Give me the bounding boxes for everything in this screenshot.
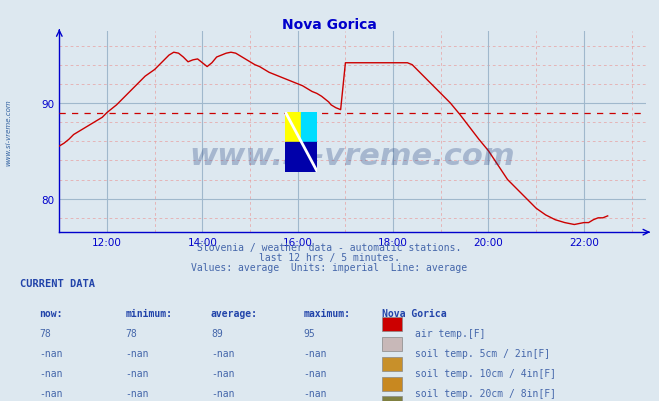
Text: minimum:: minimum:	[125, 309, 172, 318]
Text: Nova Gorica: Nova Gorica	[282, 18, 377, 32]
Text: -nan: -nan	[303, 388, 327, 398]
FancyBboxPatch shape	[382, 337, 402, 351]
Text: -nan: -nan	[125, 388, 149, 398]
Text: now:: now:	[40, 309, 63, 318]
FancyBboxPatch shape	[382, 317, 402, 331]
Text: -nan: -nan	[40, 348, 63, 358]
Text: -nan: -nan	[125, 368, 149, 378]
Text: soil temp. 20cm / 8in[F]: soil temp. 20cm / 8in[F]	[415, 388, 556, 398]
Text: last 12 hrs / 5 minutes.: last 12 hrs / 5 minutes.	[259, 253, 400, 263]
FancyBboxPatch shape	[382, 377, 402, 391]
Text: 78: 78	[40, 328, 51, 338]
Text: 78: 78	[125, 328, 137, 338]
Text: www.si-vreme.com: www.si-vreme.com	[190, 142, 515, 171]
Text: Slovenia / weather data - automatic stations.: Slovenia / weather data - automatic stat…	[197, 243, 462, 253]
Text: Nova Gorica: Nova Gorica	[382, 309, 447, 318]
Text: -nan: -nan	[125, 348, 149, 358]
Text: soil temp. 10cm / 4in[F]: soil temp. 10cm / 4in[F]	[415, 368, 556, 378]
Text: -nan: -nan	[211, 368, 235, 378]
Text: Values: average  Units: imperial  Line: average: Values: average Units: imperial Line: av…	[191, 263, 468, 273]
Text: www.si-vreme.com: www.si-vreme.com	[5, 99, 11, 166]
FancyBboxPatch shape	[382, 357, 402, 371]
Text: -nan: -nan	[211, 348, 235, 358]
Text: 95: 95	[303, 328, 315, 338]
Text: -nan: -nan	[303, 368, 327, 378]
FancyBboxPatch shape	[382, 397, 402, 401]
Text: CURRENT DATA: CURRENT DATA	[20, 278, 95, 288]
Text: -nan: -nan	[40, 368, 63, 378]
Text: air temp.[F]: air temp.[F]	[415, 328, 486, 338]
Text: 89: 89	[211, 328, 223, 338]
Text: average:: average:	[211, 309, 258, 318]
Text: soil temp. 5cm / 2in[F]: soil temp. 5cm / 2in[F]	[415, 348, 550, 358]
Text: maximum:: maximum:	[303, 309, 350, 318]
Text: -nan: -nan	[303, 348, 327, 358]
Text: -nan: -nan	[40, 388, 63, 398]
Text: -nan: -nan	[211, 388, 235, 398]
